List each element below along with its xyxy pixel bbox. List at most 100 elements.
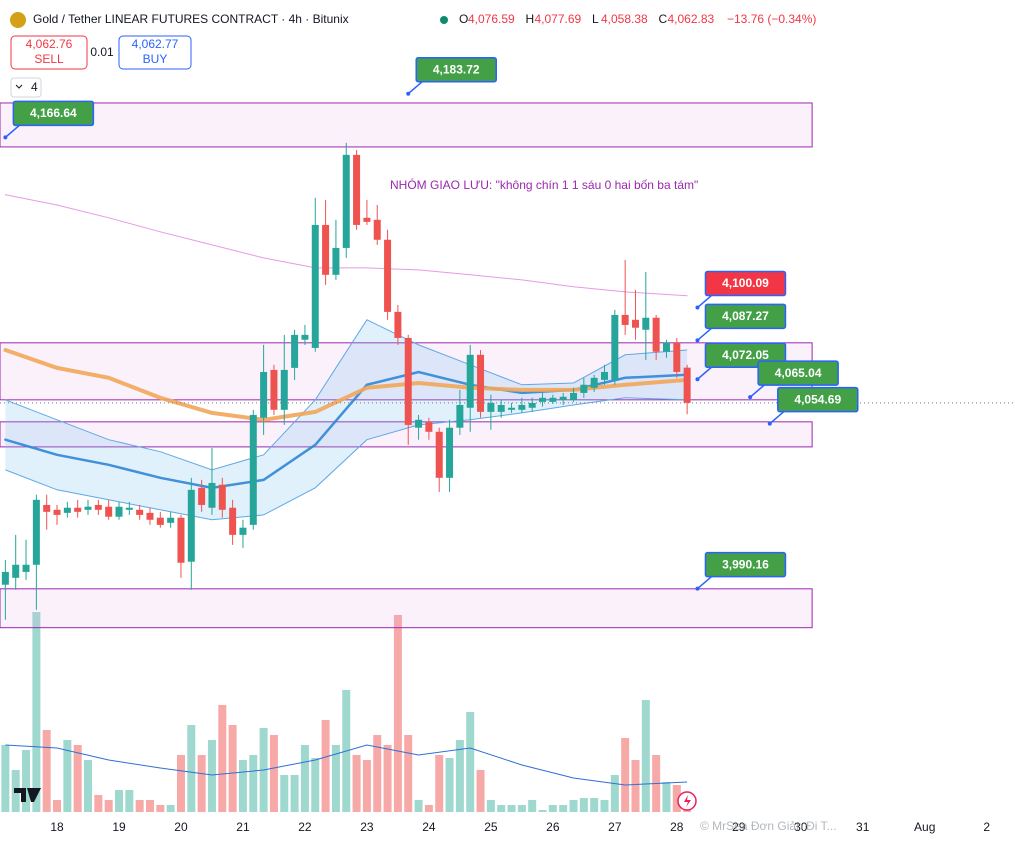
volume-bar: [114, 790, 123, 812]
candle-body: [373, 219, 381, 240]
callout-anchor: [695, 305, 700, 310]
candle-body: [177, 517, 185, 563]
candle-body: [1, 571, 9, 585]
candle-body: [322, 224, 330, 275]
candle-body: [301, 334, 309, 340]
tv-logo: [14, 788, 41, 802]
callout-label: 4,100.09: [722, 276, 769, 290]
volume-bar: [228, 725, 237, 812]
candle-body: [12, 564, 20, 578]
candle-body: [291, 334, 299, 368]
ohlc: O 4,076.59 H 4,077.69 L 4,058.38 C 4,062.83: [459, 12, 715, 26]
candle-body: [218, 484, 226, 510]
candle-body: [497, 404, 505, 412]
candle-body: [136, 509, 144, 515]
candle-body: [642, 317, 650, 330]
volume-bar: [156, 805, 165, 812]
candle-body: [600, 371, 608, 380]
candle-body: [394, 311, 402, 338]
candle-body: [590, 377, 598, 388]
volume-bar: [1, 745, 10, 812]
candle-body: [342, 154, 350, 248]
candle-body: [125, 507, 133, 510]
x-tick-label: 27: [608, 820, 622, 834]
candle-body: [43, 504, 51, 512]
x-tick-label: 28: [670, 820, 684, 834]
candle-body: [384, 239, 392, 312]
volume-bar: [238, 760, 247, 812]
sell-button[interactable]: [10, 35, 88, 70]
volume-bar: [249, 755, 258, 812]
volume-bar: [631, 760, 640, 812]
volume-bar: [435, 755, 444, 812]
candle-body: [229, 507, 237, 535]
callout-pointer: [749, 384, 765, 398]
indicator-toggle[interactable]: [10, 77, 42, 98]
volume-bar: [176, 755, 185, 812]
band-fill: [5, 319, 688, 520]
candle-body: [446, 427, 454, 478]
ohlc-key: C: [659, 12, 668, 26]
band-lower: [5, 397, 688, 521]
volume-bar: [218, 705, 227, 812]
volume-bar: [280, 775, 289, 812]
callout-anchor: [3, 135, 8, 140]
volume-bar: [311, 758, 320, 812]
candle-body: [53, 509, 61, 515]
x-tick-label: 18: [50, 820, 64, 834]
callout-pointer: [696, 576, 712, 590]
volume-bar: [321, 720, 330, 812]
volume-bar: [455, 740, 464, 812]
x-tick-label: 19: [112, 820, 126, 834]
candle-body: [239, 527, 247, 535]
candle-body: [260, 371, 268, 418]
candle-body: [332, 247, 340, 275]
callout-box: [704, 551, 787, 578]
volume-bar: [445, 758, 454, 812]
volume-bar: [373, 735, 382, 812]
candle-body: [63, 507, 71, 513]
candle-body: [549, 397, 557, 402]
volume-bar: [579, 798, 588, 812]
candle-body: [249, 414, 257, 525]
x-tick-label: 2: [983, 820, 990, 834]
candle-body: [425, 421, 433, 432]
candle-body: [198, 487, 206, 505]
candle-body: [528, 402, 536, 408]
candle-body: [539, 397, 547, 402]
x-tick-label: 22: [298, 820, 312, 834]
zone: [0, 102, 813, 148]
volume-bar: [383, 745, 392, 812]
callout-box: [415, 56, 497, 83]
candle-body: [84, 506, 92, 510]
callout-anchor: [767, 421, 772, 426]
x-tick-label: 20: [174, 820, 188, 834]
callout-label: 4,065.04: [775, 366, 822, 380]
change: −13.76 (−0.34%): [727, 12, 816, 26]
candle-body: [673, 342, 681, 372]
ohlc-value: 4,062.83: [668, 12, 715, 26]
ohlc-key: H: [526, 12, 535, 26]
callout-pointer: [4, 124, 20, 138]
volume-bar: [507, 805, 516, 812]
volume-bar: [269, 735, 278, 812]
plot-area: 4,183.72 4,166.64 4,100.09 4,087.27 4,072.05…: [0, 56, 1015, 812]
buy-label: BUY: [143, 52, 168, 66]
candle-body: [580, 384, 588, 393]
candle-body: [456, 404, 464, 428]
volume-bar: [559, 805, 568, 812]
buy-button[interactable]: [118, 35, 192, 70]
volume-bar: [104, 800, 113, 812]
volume-bar: [486, 800, 495, 812]
ohlc-value: 4,076.59: [468, 12, 515, 26]
candle-body: [156, 517, 164, 525]
x-axis: 18 19 20 21 22 23 24 25 26 27 28 29 30 31 Aug 2: [50, 820, 990, 834]
callout-label: 3,990.16: [722, 557, 769, 571]
volume-bar: [548, 805, 557, 812]
candle-body: [94, 504, 102, 510]
callout-pointer: [696, 294, 712, 309]
volume-bar: [32, 612, 41, 812]
volume-bar: [569, 800, 578, 812]
